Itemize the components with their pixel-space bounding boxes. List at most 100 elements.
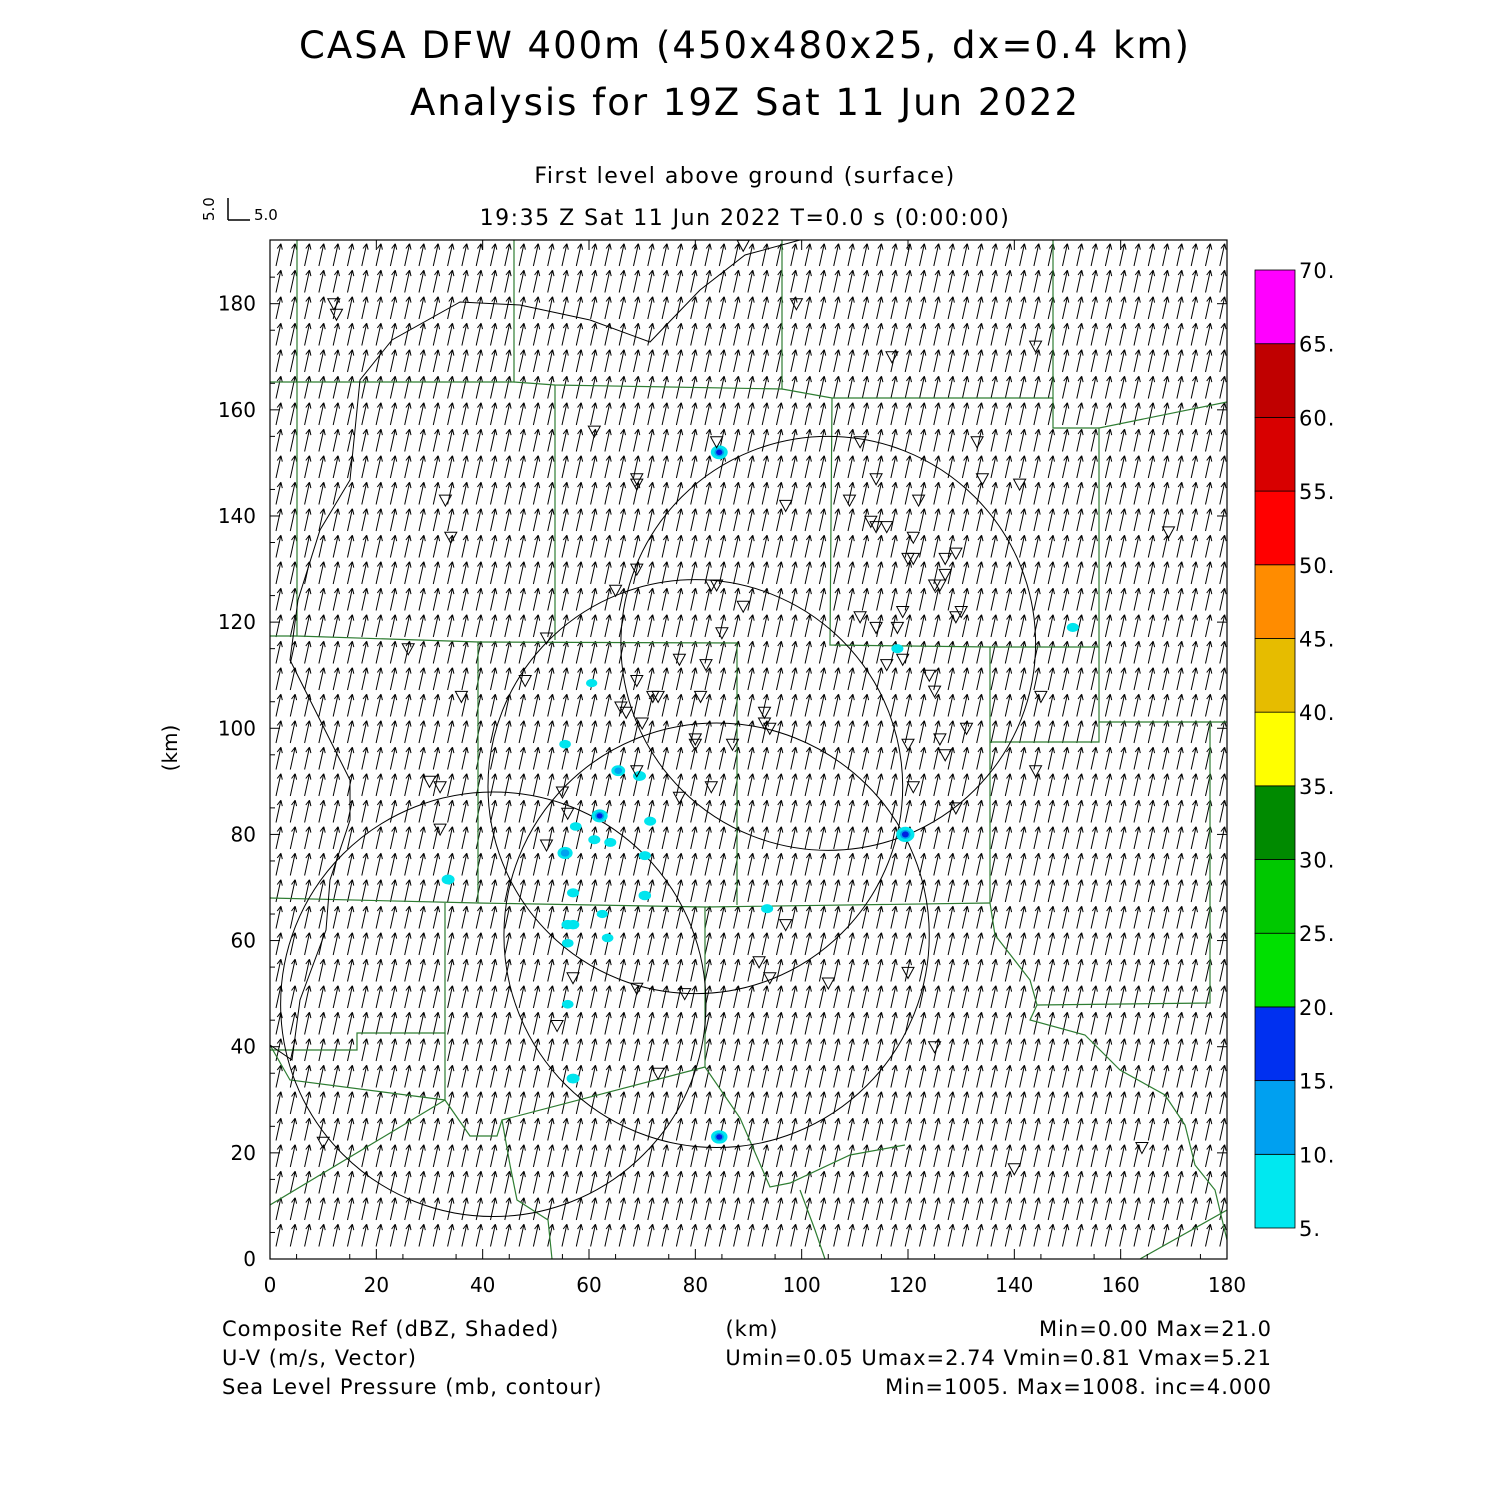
echo-cell-core	[614, 767, 623, 774]
wind-vector-arrow	[1104, 428, 1113, 452]
radar-range-ring	[503, 722, 930, 1149]
wind-vector-arrow	[1190, 852, 1198, 876]
wind-vector-arrow	[718, 614, 727, 638]
wind-vector-arrow	[532, 481, 541, 505]
wind-vector-arrow	[1147, 1064, 1156, 1088]
wind-vector-arrow	[518, 455, 526, 479]
wind-vector-arrow	[289, 1091, 298, 1115]
wind-vector-arrow	[618, 349, 626, 373]
wind-vector-arrow	[275, 1223, 283, 1247]
wind-vector-arrow	[804, 481, 812, 505]
wind-vector-arrow	[447, 349, 455, 373]
wind-vector-arrow	[704, 1197, 712, 1221]
wind-vector-arrow	[1076, 296, 1084, 320]
wind-vector-arrow	[404, 508, 412, 532]
wind-vector-arrow	[447, 269, 455, 293]
wind-vector-arrow	[318, 1144, 326, 1168]
wind-vector-arrow	[961, 428, 970, 452]
wind-vector-arrow	[833, 402, 841, 426]
wind-vector-arrow	[1176, 667, 1184, 691]
wind-vector-arrow	[833, 1117, 841, 1141]
wind-vector-arrow	[675, 640, 684, 664]
wind-vector-arrow	[733, 905, 741, 929]
station-marker	[550, 1020, 564, 1033]
wind-vector-arrow	[447, 1011, 455, 1035]
wind-vector-arrow	[618, 640, 626, 664]
wind-vector-arrow	[861, 561, 870, 585]
wind-vector-arrow	[375, 985, 383, 1009]
wind-vector-arrow	[1147, 269, 1156, 293]
wind-vector-arrow	[776, 905, 784, 929]
wind-vector-arrow	[1190, 322, 1198, 346]
wind-vector-arrow	[1119, 1038, 1127, 1062]
x-tick-label: 140	[995, 1273, 1033, 1297]
wind-vector-arrow	[690, 402, 698, 426]
wind-vector-arrow	[1162, 985, 1170, 1009]
wind-vector-arrow	[761, 269, 769, 293]
wind-vector-arrow	[933, 428, 941, 452]
wind-vector-arrow	[861, 720, 870, 744]
wind-vector-arrow	[933, 1223, 941, 1247]
wind-vector-arrow	[976, 269, 984, 293]
wind-vector-arrow	[289, 1170, 298, 1194]
wind-vector-arrow	[561, 693, 569, 717]
wind-vector-arrow	[733, 561, 741, 585]
wind-vector-arrow	[289, 243, 298, 267]
wind-vector-arrow	[761, 640, 769, 664]
wind-vector-arrow	[1205, 322, 1213, 346]
wind-vector-arrow	[847, 269, 855, 293]
wind-vector-arrow	[847, 375, 855, 399]
wind-vector-arrow	[990, 1011, 998, 1035]
wind-vector-arrow	[976, 1170, 984, 1194]
wind-vector-arrow	[1033, 1223, 1041, 1247]
wind-vector-arrow	[933, 1144, 941, 1168]
wind-vector-arrow	[404, 349, 412, 373]
y-tick-label: 140	[218, 504, 256, 528]
echo-cell	[638, 851, 651, 861]
wind-vector-arrow	[375, 508, 383, 532]
wind-vector-arrow	[718, 826, 727, 850]
wind-vector-arrow	[947, 852, 955, 876]
wind-vector-arrow	[733, 322, 741, 346]
wind-vector-arrow	[661, 640, 669, 664]
county-boundary-line	[1098, 647, 1227, 723]
wind-vector-arrow	[1090, 428, 1098, 452]
wind-vector-arrow	[575, 375, 584, 399]
wind-vector-arrow	[1076, 958, 1084, 982]
wind-vector-arrow	[647, 1170, 655, 1194]
wind-vector-arrow	[590, 1011, 598, 1035]
wind-vector-arrow	[690, 1144, 698, 1168]
wind-vector-arrow	[961, 1197, 970, 1221]
wind-vector-arrow	[1190, 269, 1198, 293]
wind-vector-arrow	[904, 375, 912, 399]
wind-vector-arrow	[761, 799, 769, 823]
wind-vector-arrow	[618, 534, 626, 558]
wind-vector-arrow	[904, 561, 912, 585]
wind-vector-arrow	[475, 1170, 483, 1194]
wind-vector-arrow	[618, 1197, 626, 1221]
wind-vector-arrow	[461, 720, 469, 744]
wind-vector-arrow	[275, 852, 283, 876]
wind-vector-arrow	[904, 932, 912, 956]
station-marker	[927, 685, 942, 699]
wind-vector-arrow	[375, 640, 383, 664]
wind-vector-arrow	[790, 905, 798, 929]
wind-vector-arrow	[575, 614, 584, 638]
wind-vector-arrow	[961, 932, 970, 956]
wind-vector-arrow	[761, 1117, 769, 1141]
wind-vector-arrow	[633, 614, 641, 638]
wind-vector-arrow	[618, 1144, 626, 1168]
wind-vector-arrow	[690, 614, 698, 638]
wind-vector-arrow	[1162, 1091, 1170, 1115]
wind-vector-arrow	[318, 561, 326, 585]
wind-vector-arrow	[1133, 985, 1141, 1009]
wind-vector-arrow	[375, 720, 383, 744]
wind-vector-arrow	[590, 1038, 598, 1062]
wind-vector-arrow	[561, 349, 569, 373]
wind-vector-arrow	[318, 428, 326, 452]
wind-vector-arrow	[1219, 375, 1227, 399]
wind-vector-arrow	[1019, 879, 1027, 903]
wind-vector-arrow	[304, 1223, 312, 1247]
wind-vector-arrow	[590, 243, 598, 267]
wind-vector-arrow	[461, 1170, 469, 1194]
